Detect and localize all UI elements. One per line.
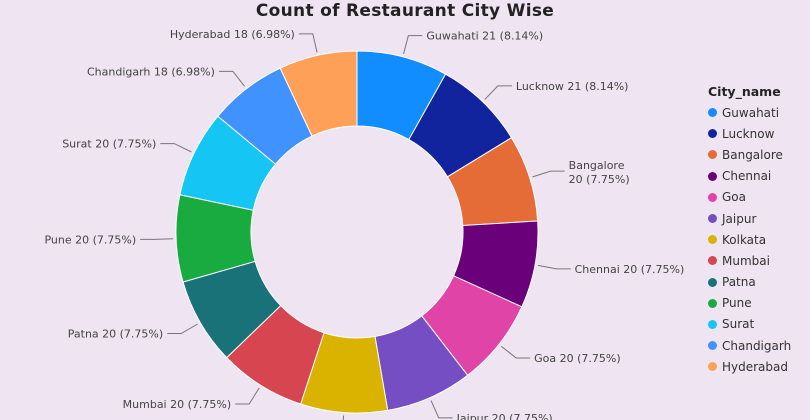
data-label-bangalore-value: 20 (7.75%) (569, 173, 630, 186)
data-label-lucknow: Lucknow 21 (8.14%) (516, 80, 629, 93)
legend-item-jaipur[interactable]: Jaipur (708, 208, 808, 229)
legend-item-chennai[interactable]: Chennai (708, 166, 808, 187)
legend-item-patna[interactable]: Patna (708, 272, 808, 293)
legend-label: Pune (722, 296, 752, 311)
leader-chennai (537, 264, 571, 270)
legend: City_name Guwahati Lucknow Bangalore Chenna… (708, 83, 808, 377)
data-label-mumbai: Mumbai 20 (7.75%) (123, 398, 231, 411)
legend-label: Bangalore (722, 147, 783, 162)
data-label-bangalore: Bangalore (569, 159, 625, 172)
legend-label: Chennai (722, 169, 772, 184)
data-label-patna: Patna 20 (7.75%) (68, 328, 163, 341)
legend-label: Lucknow (722, 126, 775, 141)
data-label-jaipur: Jaipur 20 (7.75%) (456, 412, 553, 420)
legend-marker (708, 341, 717, 351)
leader-kolkata (342, 415, 345, 420)
legend-item-pune[interactable]: Pune (708, 293, 808, 314)
legend-label: Mumbai (722, 253, 770, 268)
leader-mumbai (235, 387, 260, 405)
data-label-guwahati: Guwahati 21 (8.14%) (426, 30, 543, 43)
legend-marker (708, 277, 717, 287)
legend-label: Chandigarh (722, 338, 792, 353)
legend-item-lucknow[interactable]: Lucknow (708, 123, 808, 144)
leader-chandigarh (218, 70, 245, 87)
legend-marker (708, 129, 717, 139)
chart-title: Count of Restaurant City Wise (255, 1, 555, 21)
donut-slices (175, 50, 539, 414)
leader-goa (500, 345, 531, 359)
legend-marker (708, 235, 717, 245)
data-label-chandigarh: Chandigarh 18 (6.98%) (87, 65, 215, 78)
leader-surat (160, 143, 192, 153)
data-label-hyderabad: Hyderabad 18 (6.98%) (170, 28, 295, 41)
legend-marker (708, 362, 717, 372)
legend-marker (708, 108, 717, 118)
legend-label: Patna (722, 275, 756, 290)
legend-label: Jaipur (722, 211, 757, 226)
legend-marker (708, 192, 717, 202)
legend-label: Hyderabad (722, 359, 788, 374)
legend-marker (708, 256, 717, 266)
leader-lines (140, 33, 571, 420)
legend-item-surat[interactable]: Surat (708, 314, 808, 335)
data-labels: Guwahati 21 (8.14%) Lucknow 21 (8.14%) Ban… (44, 28, 684, 420)
legend-label: Goa (722, 190, 746, 205)
legend-label: Surat (722, 317, 755, 332)
legend-item-goa[interactable]: Goa (708, 187, 808, 208)
leader-hyderabad (298, 33, 318, 53)
data-label-chennai: Chennai 20 (7.75%) (575, 263, 685, 276)
leader-guwahati (403, 35, 423, 55)
legend-marker (708, 150, 717, 160)
leader-patna (167, 323, 198, 334)
data-label-goa: Goa 20 (7.75%) (534, 352, 621, 365)
legend-label: Guwahati (722, 105, 780, 120)
legend-marker (708, 214, 717, 224)
data-label-surat: Surat 20 (7.75%) (62, 138, 156, 151)
slice-hyderabad[interactable] (279, 50, 358, 137)
legend-item-guwahati[interactable]: Guwahati (708, 102, 808, 123)
leader-lucknow (484, 85, 512, 100)
leader-jaipur (430, 400, 453, 419)
leader-bangalore (532, 170, 565, 178)
legend-marker (708, 298, 717, 308)
legend-item-mumbai[interactable]: Mumbai (708, 250, 808, 271)
data-label-pune: Pune 20 (7.75%) (44, 233, 136, 246)
legend-title: City_name (708, 84, 781, 99)
legend-marker (708, 171, 717, 181)
legend-item-kolkata[interactable]: Kolkata (708, 229, 808, 250)
leader-pune (140, 238, 174, 240)
legend-item-bangalore[interactable]: Bangalore (708, 144, 808, 165)
legend-label: Kolkata (722, 232, 767, 247)
legend-marker (708, 319, 717, 329)
legend-item-hyderabad[interactable]: Hyderabad (708, 356, 808, 377)
legend-item-chandigarh[interactable]: Chandigarh (708, 335, 808, 356)
